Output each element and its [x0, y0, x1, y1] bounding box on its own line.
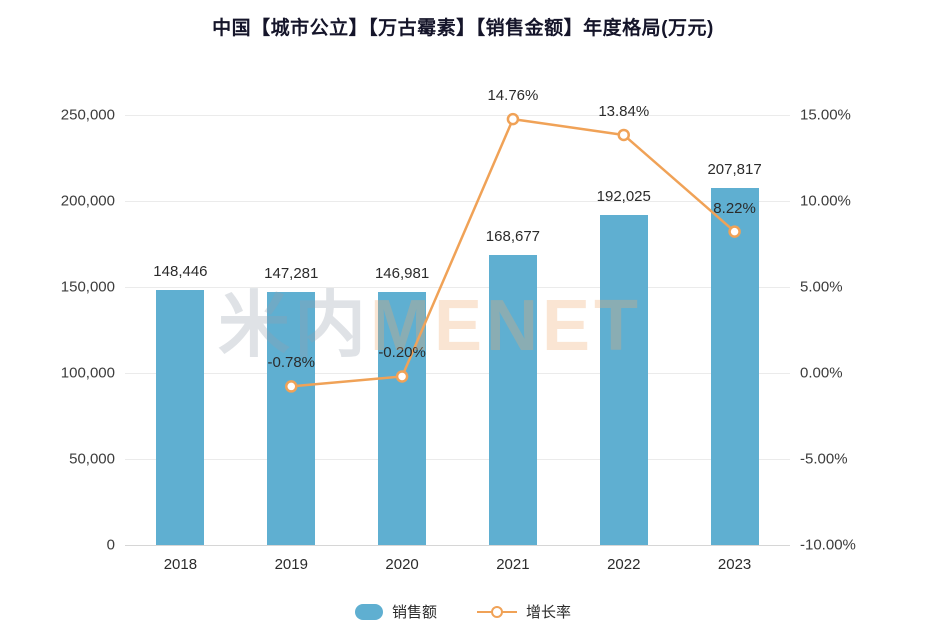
sales-bar — [710, 187, 759, 545]
y-axis-right-tick: 15.00% — [800, 106, 851, 124]
sales-bar — [267, 291, 316, 545]
y-axis-right-tick: -10.00% — [800, 536, 856, 554]
sales-swatch-icon — [354, 603, 383, 620]
y-axis-left-tick: 0 — [106, 536, 115, 554]
gridline — [125, 545, 790, 546]
bar-value-label: 148,446 — [153, 262, 208, 280]
x-axis-label: 2019 — [274, 556, 308, 573]
legend-label-growth: 增长率 — [526, 604, 572, 621]
sales-bar — [156, 289, 205, 545]
legend-label-sales: 销售额 — [391, 604, 437, 621]
bar-value-label: 146,981 — [374, 265, 430, 283]
sales-bar — [599, 214, 648, 545]
growth-value-label: -0.20% — [378, 344, 426, 362]
gridline — [125, 115, 790, 116]
x-axis-label: 2021 — [496, 556, 530, 573]
x-axis-label: 2020 — [385, 556, 419, 573]
sales-bar — [488, 254, 537, 545]
growth-point — [617, 128, 630, 142]
legend-circle — [491, 605, 503, 618]
legend-item-sales[interactable]: 销售额 — [354, 601, 437, 622]
x-axis-label: 2022 — [607, 556, 641, 573]
chart-title: 中国【城市公立】【万古霉素】【销售金额】年度格局(万元) — [212, 18, 714, 39]
bar-value-label: 207,817 — [707, 160, 762, 178]
bar-value-label: 147,281 — [264, 264, 319, 282]
y-axis-right-tick: 0.00% — [800, 364, 843, 382]
gridline — [125, 287, 790, 288]
growth-value-label: 14.76% — [487, 87, 539, 105]
legend: 销售额 增长率 — [0, 601, 926, 622]
sales-bar — [378, 292, 427, 545]
growth-value-label: 13.84% — [598, 102, 650, 120]
growth-value-label: 8.22% — [713, 199, 756, 217]
growth-value-label: -0.78% — [267, 354, 316, 372]
gridline — [125, 373, 790, 374]
bar-value-label: 168,677 — [485, 227, 541, 245]
growth-line-marker-icon — [477, 605, 517, 619]
y-axis-right-tick: -5.00% — [800, 450, 848, 468]
y-axis-left-tick: 150,000 — [60, 278, 115, 296]
legend-item-growth[interactable]: 增长率 — [477, 601, 571, 622]
bar-value-label: 192,025 — [596, 187, 651, 205]
y-axis-right-tick: 10.00% — [800, 192, 851, 210]
x-axis-label: 2018 — [163, 556, 198, 573]
y-axis-right-tick: 5.00% — [800, 278, 843, 296]
gridline — [125, 459, 790, 460]
y-axis-left-tick: 50,000 — [69, 450, 115, 468]
y-axis-left-tick: 200,000 — [60, 192, 115, 210]
y-axis-left-tick: 250,000 — [60, 106, 115, 124]
y-axis-left-tick: 100,000 — [60, 364, 115, 382]
x-axis-label: 2023 — [717, 556, 752, 573]
gridline — [125, 201, 790, 202]
